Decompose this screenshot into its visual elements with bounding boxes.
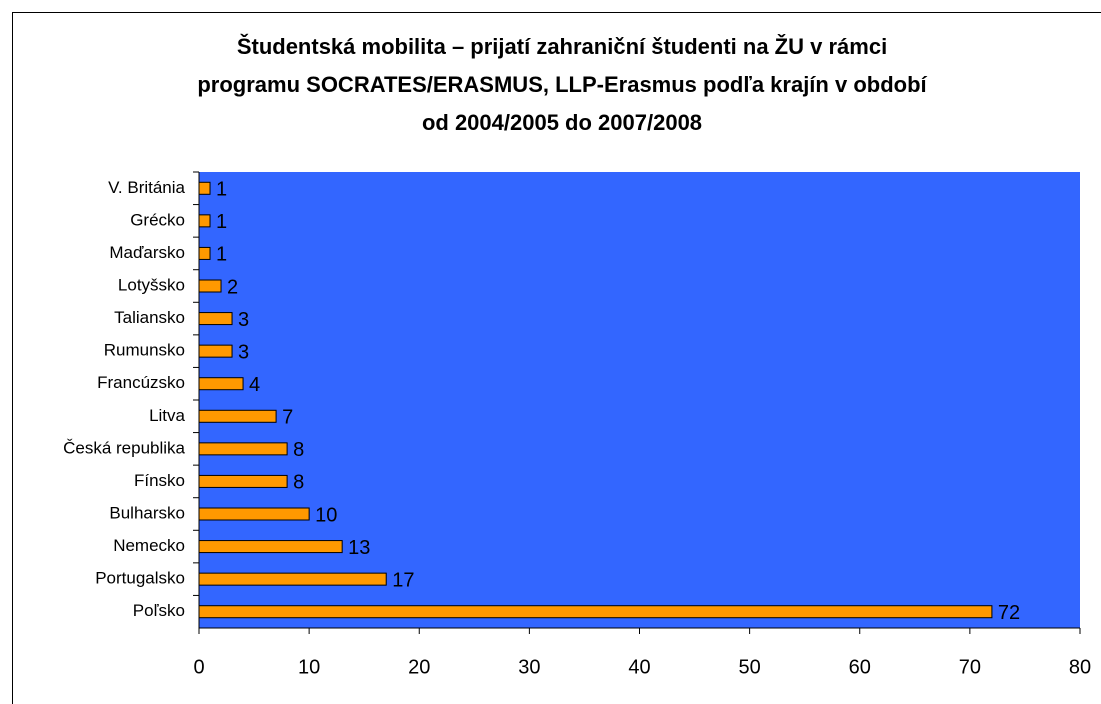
plot-area xyxy=(199,172,1080,628)
value-label: 1 xyxy=(216,179,227,201)
y-tick-label: Nemecko xyxy=(113,536,185,555)
value-label: 10 xyxy=(315,504,337,526)
value-label: 8 xyxy=(293,439,304,461)
bar xyxy=(198,246,211,260)
y-tick-label: Litva xyxy=(149,406,185,425)
bar xyxy=(198,540,343,554)
x-tick-label: 10 xyxy=(298,656,320,678)
bar xyxy=(198,344,233,358)
value-label: 7 xyxy=(282,407,293,429)
chart-title: od 2004/2005 do 2007/2008 xyxy=(422,110,702,135)
y-tick-label: Portugalsko xyxy=(95,569,185,588)
bar xyxy=(198,572,387,586)
x-tick-label: 80 xyxy=(1069,656,1091,678)
y-tick-label: Francúzsko xyxy=(97,373,185,392)
bar xyxy=(198,312,233,326)
x-tick-label: 0 xyxy=(193,656,204,678)
bar xyxy=(198,474,288,488)
bar xyxy=(198,507,310,521)
y-tick-label: Taliansko xyxy=(114,308,185,327)
bar xyxy=(198,279,222,293)
value-label: 3 xyxy=(238,309,249,331)
x-tick-label: 20 xyxy=(408,656,430,678)
value-label: 3 xyxy=(238,341,249,363)
value-label: 4 xyxy=(249,374,260,396)
bar xyxy=(198,442,288,456)
bar xyxy=(198,605,993,619)
x-tick-label: 70 xyxy=(959,656,981,678)
value-label: 1 xyxy=(216,244,227,266)
bar xyxy=(198,181,211,195)
value-label: 1 xyxy=(216,211,227,233)
y-tick-label: Bulharsko xyxy=(109,503,185,522)
chart-title: programu SOCRATES/ERASMUS, LLP-Erasmus p… xyxy=(197,72,927,97)
y-tick-label: Fínsko xyxy=(134,471,185,490)
y-tick-label: V. Británia xyxy=(108,178,185,197)
chart-title: Študentská mobilita – prijatí zahraniční… xyxy=(237,34,887,59)
y-tick-label: Česká republika xyxy=(63,438,185,457)
y-tick-label: Maďarsko xyxy=(109,243,185,262)
x-tick-label: 40 xyxy=(628,656,650,678)
y-tick-label: Grécko xyxy=(130,210,185,229)
y-tick-label: Lotyšsko xyxy=(118,275,185,294)
x-tick-label: 60 xyxy=(849,656,871,678)
bar xyxy=(198,214,211,228)
y-tick-label: Rumunsko xyxy=(104,341,185,360)
bar xyxy=(198,377,244,391)
x-tick-label: 50 xyxy=(739,656,761,678)
x-tick-label: 30 xyxy=(518,656,540,678)
value-label: 72 xyxy=(998,602,1020,624)
value-label: 17 xyxy=(392,569,414,591)
value-label: 2 xyxy=(227,276,238,298)
y-tick-label: Poľsko xyxy=(133,601,185,620)
bar xyxy=(198,409,277,423)
value-label: 8 xyxy=(293,472,304,494)
value-label: 13 xyxy=(348,537,370,559)
